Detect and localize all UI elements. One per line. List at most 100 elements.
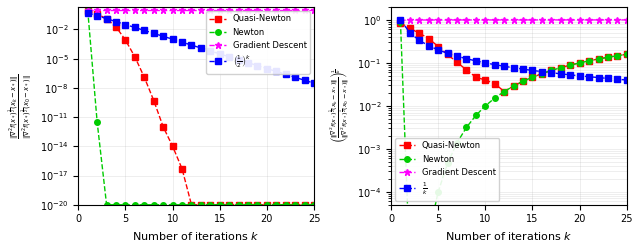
$\frac{1}{k}$ xyxy=(425,44,433,47)
$\frac{1}{k}$ xyxy=(406,31,413,34)
Newton xyxy=(538,72,546,75)
$\left(\frac{1}{2}\right)^k$ xyxy=(197,47,205,50)
Gradient Descent xyxy=(282,8,290,11)
Quasi-Newton xyxy=(425,37,433,40)
Newton xyxy=(566,64,574,67)
Line: Gradient Descent: Gradient Descent xyxy=(397,16,630,24)
Quasi-Newton xyxy=(481,79,489,82)
Newton xyxy=(178,203,186,206)
Line: Quasi-Newton: Quasi-Newton xyxy=(397,20,630,94)
$\left(\frac{1}{2}\right)^k$ xyxy=(253,64,261,67)
Newton xyxy=(595,58,602,61)
Quasi-Newton xyxy=(141,76,148,79)
$\frac{1}{k}$ xyxy=(519,68,527,71)
Quasi-Newton xyxy=(207,203,214,206)
$\frac{1}{k}$ xyxy=(500,65,508,68)
$\frac{1}{k}$ xyxy=(595,76,602,79)
Newton xyxy=(510,84,518,87)
$\left(\frac{1}{2}\right)^k$ xyxy=(273,70,280,73)
Quasi-Newton xyxy=(273,203,280,206)
Y-axis label: $\left(\frac{\|\nabla^2 f(x_*)^{\frac{1}{2}}(x_k - x_*)\|}{\|\nabla^2 f(x_*)^{\f: $\left(\frac{\|\nabla^2 f(x_*)^{\frac{1}… xyxy=(327,68,351,143)
$\left(\frac{1}{2}\right)^k$ xyxy=(207,50,214,53)
Quasi-Newton xyxy=(397,21,404,24)
Gradient Descent xyxy=(547,18,555,21)
$\frac{1}{k}$ xyxy=(481,62,489,64)
Newton xyxy=(529,76,536,79)
Newton xyxy=(282,203,290,206)
$\left(\frac{1}{2}\right)^k$ xyxy=(301,79,308,82)
Quasi-Newton xyxy=(529,76,536,79)
$\frac{1}{k}$ xyxy=(614,78,621,81)
Quasi-Newton xyxy=(566,64,574,67)
Gradient Descent xyxy=(444,18,451,21)
Newton xyxy=(263,203,271,206)
Quasi-Newton xyxy=(406,27,413,30)
Gradient Descent xyxy=(595,18,602,21)
Newton xyxy=(244,203,252,206)
$\frac{1}{k}$ xyxy=(585,75,593,78)
Quasi-Newton xyxy=(122,39,129,42)
Gradient Descent xyxy=(435,18,442,21)
$\left(\frac{1}{2}\right)^k$ xyxy=(103,17,111,20)
$\left(\frac{1}{2}\right)^k$ xyxy=(225,55,233,58)
Quasi-Newton xyxy=(453,61,461,64)
Gradient Descent xyxy=(585,18,593,21)
Quasi-Newton xyxy=(557,66,564,69)
Newton xyxy=(576,62,584,64)
$\frac{1}{k}$ xyxy=(529,69,536,72)
$\left(\frac{1}{2}\right)^k$ xyxy=(112,20,120,23)
Quasi-Newton xyxy=(500,90,508,93)
Newton xyxy=(197,203,205,206)
$\left(\frac{1}{2}\right)^k$ xyxy=(141,29,148,32)
Gradient Descent xyxy=(207,8,214,11)
Quasi-Newton xyxy=(595,58,602,61)
Newton xyxy=(623,53,630,56)
Quasi-Newton xyxy=(225,203,233,206)
Gradient Descent xyxy=(500,18,508,21)
Newton xyxy=(291,203,299,206)
Quasi-Newton xyxy=(463,68,470,71)
Gradient Descent xyxy=(510,18,518,21)
Quasi-Newton xyxy=(197,203,205,206)
Gradient Descent xyxy=(310,8,318,11)
Newton xyxy=(435,190,442,193)
Newton xyxy=(122,203,129,206)
Quasi-Newton xyxy=(159,125,167,128)
Gradient Descent xyxy=(614,18,621,21)
$\left(\frac{1}{2}\right)^k$ xyxy=(178,41,186,44)
Gradient Descent xyxy=(604,18,612,21)
$\frac{1}{k}$ xyxy=(604,77,612,80)
$\left(\frac{1}{2}\right)^k$ xyxy=(150,32,157,35)
Gradient Descent xyxy=(273,8,280,11)
Gradient Descent xyxy=(263,8,271,11)
Gradient Descent xyxy=(566,18,574,21)
Gradient Descent xyxy=(244,8,252,11)
Newton xyxy=(253,203,261,206)
Gradient Descent xyxy=(301,8,308,11)
Quasi-Newton xyxy=(263,203,271,206)
Quasi-Newton xyxy=(216,203,223,206)
Line: Gradient Descent: Gradient Descent xyxy=(84,6,317,13)
Newton xyxy=(310,203,318,206)
Gradient Descent xyxy=(472,18,480,21)
Newton xyxy=(159,203,167,206)
Gradient Descent xyxy=(453,18,461,21)
$\frac{1}{k}$ xyxy=(453,55,461,58)
Quasi-Newton xyxy=(150,99,157,102)
$\frac{1}{k}$ xyxy=(463,57,470,60)
Gradient Descent xyxy=(103,8,111,11)
Newton xyxy=(453,141,461,144)
Gradient Descent xyxy=(169,8,177,11)
$\left(\frac{1}{2}\right)^k$ xyxy=(282,73,290,76)
Newton xyxy=(188,203,195,206)
Newton xyxy=(585,59,593,62)
Quasi-Newton xyxy=(472,76,480,79)
Gradient Descent xyxy=(141,8,148,11)
$\frac{1}{k}$ xyxy=(397,18,404,21)
$\frac{1}{k}$ xyxy=(576,74,584,77)
$\left(\frac{1}{2}\right)^k$ xyxy=(310,82,318,85)
$\frac{1}{k}$ xyxy=(510,66,518,69)
Quasi-Newton xyxy=(604,56,612,59)
Newton xyxy=(84,9,92,12)
Quasi-Newton xyxy=(310,203,318,206)
